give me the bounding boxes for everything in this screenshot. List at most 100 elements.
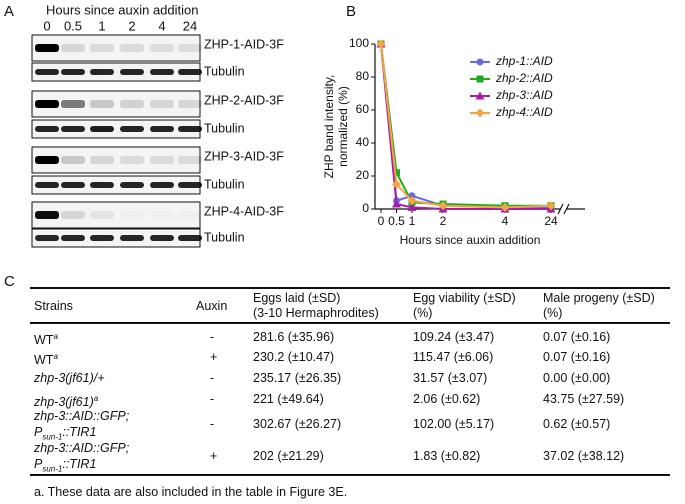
- band: [90, 69, 114, 75]
- value-cell: 109.24 (±3.47): [413, 330, 495, 344]
- blot-frame: [31, 201, 201, 229]
- y-tick-label: 0: [362, 201, 369, 215]
- marker: [476, 75, 484, 83]
- marker: [393, 169, 400, 177]
- value-cell: 0.07 (±0.16): [543, 330, 611, 344]
- value-cell: 202 (±21.29): [253, 449, 324, 463]
- legend-label: zhp-1::AID: [495, 54, 553, 68]
- band: [178, 156, 202, 164]
- auxin-cell: +: [210, 350, 218, 364]
- marker: [500, 202, 510, 212]
- blot-frame: [31, 34, 201, 62]
- strain-text: P: [34, 425, 43, 439]
- blot-label: Tubulin: [204, 230, 245, 244]
- series-line: [380, 43, 552, 209]
- blot-label: Tubulin: [204, 64, 245, 78]
- value-cell: 37.02 (±38.12): [543, 449, 625, 463]
- blot-label: ZHP-3-AID-3F: [204, 149, 284, 163]
- band: [90, 235, 114, 241]
- band: [90, 44, 114, 52]
- legend-label: zhp-2::AID: [495, 71, 553, 85]
- lane-label: 24: [183, 18, 197, 33]
- band: [178, 100, 202, 108]
- x-tick-label: 1: [409, 214, 416, 228]
- marker: [407, 202, 417, 211]
- value-cell: 302.67 (±26.27): [253, 417, 342, 431]
- blot-label: ZHP-4-AID-3F: [204, 204, 284, 218]
- auxin-cell: +: [210, 449, 218, 463]
- value-cell: 102.00 (±5.17): [413, 417, 495, 431]
- y-axis-label: normalized (%): [336, 86, 350, 167]
- x-tick-label: 4: [502, 214, 509, 228]
- strain-cell: Psun-1::TIR1: [34, 456, 96, 478]
- band: [90, 156, 114, 164]
- x-tick-label: 2: [440, 214, 447, 228]
- legend-label: zhp-3::AID: [495, 88, 553, 102]
- strain-text: a: [53, 352, 58, 361]
- band: [178, 235, 202, 241]
- strain-cell: zhp-3(jf61)a: [34, 391, 98, 410]
- band: [35, 69, 59, 75]
- strain-text: a: [53, 332, 58, 341]
- band: [178, 69, 202, 75]
- marker: [376, 39, 386, 49]
- band: [61, 126, 85, 132]
- blot-label: Tubulin: [204, 177, 245, 191]
- strain-cell: WTa: [34, 349, 58, 368]
- strain-text: ::TIR1: [62, 425, 97, 439]
- band: [90, 100, 114, 108]
- marker: [438, 201, 448, 211]
- band: [61, 100, 85, 108]
- band: [35, 235, 59, 241]
- band: [61, 156, 85, 164]
- value-cell: 230.2 (±10.47): [253, 350, 335, 364]
- band: [35, 126, 59, 132]
- strain-text: zhp-3(jf61): [34, 395, 94, 410]
- column-header: Egg viability (±SD): [413, 291, 516, 305]
- lane-label: 2: [128, 18, 135, 33]
- panel-label: A: [4, 3, 14, 20]
- strain-text: zhp-3(jf61)/+: [34, 371, 105, 385]
- band: [35, 100, 59, 108]
- strain-text: ::TIR1: [62, 457, 97, 471]
- band: [61, 182, 85, 188]
- value-cell: 31.57 (±3.07): [413, 371, 488, 385]
- band: [178, 44, 202, 52]
- y-tick-label: 60: [356, 102, 370, 116]
- band: [61, 44, 85, 52]
- blot-label: ZHP-2-AID-3F: [204, 93, 284, 107]
- value-cell: 281.6 (±35.96): [253, 330, 335, 344]
- strain-text: WT: [34, 353, 54, 368]
- auxin-cell: -: [210, 392, 215, 406]
- lane-label: 0: [43, 18, 50, 33]
- band: [150, 211, 174, 219]
- band: [178, 211, 202, 219]
- marker: [475, 108, 485, 118]
- blot-label: ZHP-1-AID-3F: [204, 37, 284, 51]
- strain-text: sun-1: [42, 464, 63, 474]
- value-cell: 1.83 (±0.82): [413, 449, 481, 463]
- x-tick-label: 24: [544, 214, 558, 228]
- band: [150, 44, 174, 52]
- value-cell: 0.62 (±0.57): [543, 417, 611, 431]
- band: [178, 126, 202, 132]
- x-tick-label: 0.5: [388, 214, 405, 228]
- strain-cell: Psun-1::TIR1: [34, 424, 96, 446]
- value-cell: 2.06 (±0.62): [413, 392, 481, 406]
- band: [90, 126, 114, 132]
- marker: [546, 201, 556, 211]
- band: [35, 182, 59, 188]
- band: [150, 69, 174, 75]
- series-line: [380, 43, 551, 209]
- lane-label: 0.5: [64, 18, 82, 33]
- strain-cell: zhp-3::AID::GFP;: [34, 408, 129, 424]
- column-header: (%): [413, 306, 433, 320]
- value-cell: 221 (±49.64): [253, 392, 324, 406]
- table-rule: [30, 474, 670, 476]
- value-cell: 0.07 (±0.16): [543, 350, 611, 364]
- panel-label: C: [4, 273, 15, 290]
- band: [150, 100, 174, 108]
- y-tick-label: 20: [356, 168, 370, 182]
- marker: [392, 199, 401, 208]
